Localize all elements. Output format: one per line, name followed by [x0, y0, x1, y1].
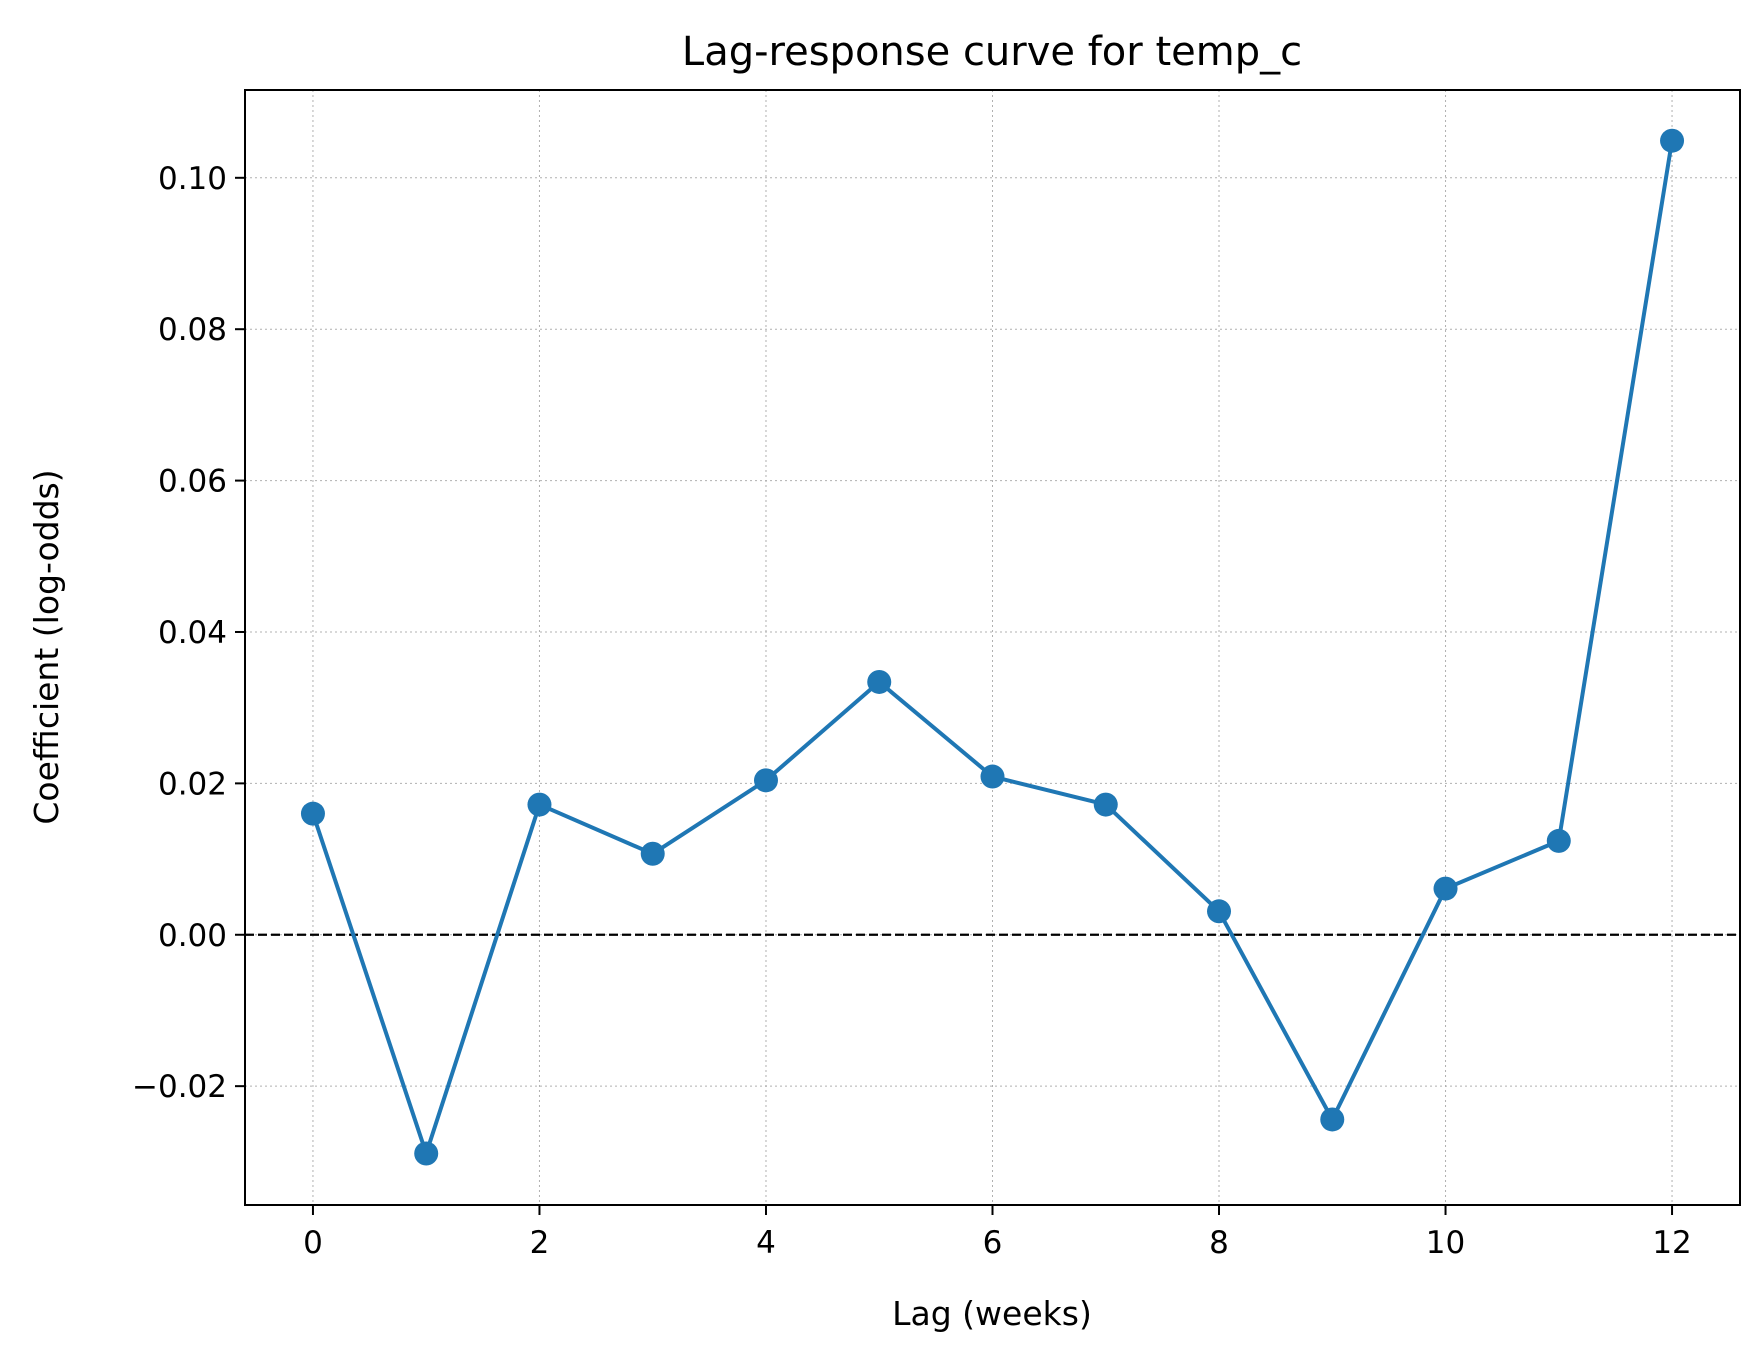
y-tick-label: 0.06 [158, 464, 227, 500]
y-axis-label: Coefficient (log-odds) [27, 469, 66, 824]
data-point [753, 768, 778, 793]
y-tick-label: 0.04 [158, 615, 227, 651]
x-tick-label: 4 [756, 1225, 776, 1261]
data-point [414, 1141, 439, 1166]
x-tick-label: 8 [1209, 1225, 1229, 1261]
x-axis-label: Lag (weeks) [892, 1294, 1092, 1333]
data-point [980, 764, 1005, 789]
data-point [867, 669, 892, 694]
x-tick-label: 6 [983, 1225, 1003, 1261]
chart-title: Lag-response curve for temp_c [682, 29, 1302, 75]
data-point [1207, 899, 1232, 924]
data-point [640, 841, 665, 866]
data-series [300, 128, 1685, 1166]
data-point [300, 801, 325, 826]
y-tick-label: 0.10 [158, 161, 227, 197]
data-point [527, 792, 552, 817]
x-tick-label: 0 [303, 1225, 323, 1261]
y-tick-label: 0.02 [158, 766, 227, 802]
y-tick-label: 0.00 [158, 918, 227, 954]
data-point [1320, 1107, 1345, 1132]
y-axis-ticks: −0.02 0.00 0.02 0.04 0.06 0.08 0.10 [132, 161, 245, 1105]
x-tick-label: 12 [1652, 1225, 1691, 1261]
data-point [1546, 828, 1571, 853]
x-tick-label: 2 [530, 1225, 550, 1261]
data-point [1433, 876, 1458, 901]
x-axis-ticks: 0 2 4 6 8 10 12 [303, 1205, 1692, 1261]
grid-lines [245, 90, 1740, 1205]
data-point [1660, 128, 1685, 153]
data-point [1093, 792, 1118, 817]
y-tick-label: −0.02 [132, 1069, 227, 1105]
y-tick-label: 0.08 [158, 312, 227, 348]
x-tick-label: 10 [1426, 1225, 1465, 1261]
